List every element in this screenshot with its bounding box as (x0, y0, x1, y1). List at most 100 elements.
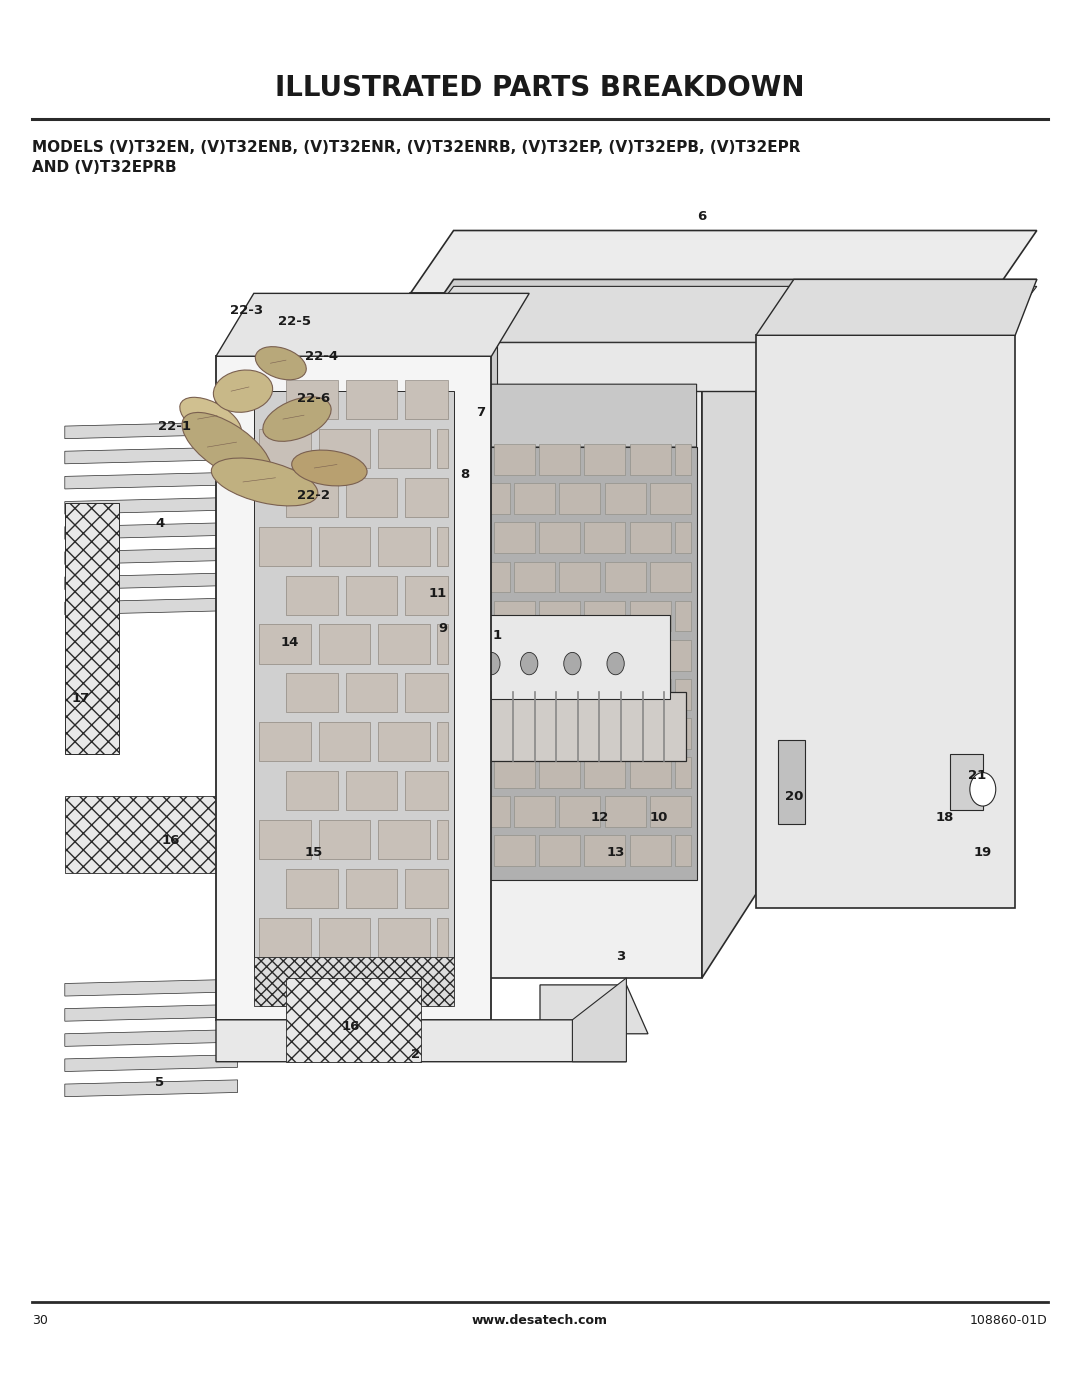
Polygon shape (448, 601, 489, 631)
Text: 21: 21 (969, 768, 986, 782)
Polygon shape (448, 835, 489, 866)
Polygon shape (605, 562, 646, 592)
Polygon shape (437, 429, 448, 468)
Text: 20: 20 (784, 789, 804, 803)
Polygon shape (584, 679, 625, 710)
Polygon shape (675, 679, 691, 710)
Polygon shape (514, 718, 555, 749)
Polygon shape (584, 835, 625, 866)
Polygon shape (448, 444, 489, 475)
Polygon shape (559, 640, 600, 671)
Text: 22-4: 22-4 (306, 349, 338, 363)
Text: 4: 4 (156, 517, 164, 531)
Polygon shape (470, 692, 686, 761)
Polygon shape (650, 718, 691, 749)
Polygon shape (259, 527, 311, 566)
Polygon shape (410, 342, 994, 391)
Text: 8: 8 (460, 468, 469, 482)
Polygon shape (437, 820, 448, 859)
Polygon shape (778, 740, 805, 824)
Text: www.desatech.com: www.desatech.com (472, 1313, 608, 1327)
Polygon shape (950, 754, 983, 810)
Polygon shape (410, 231, 1037, 293)
Text: 19: 19 (974, 845, 991, 859)
Polygon shape (650, 483, 691, 514)
Polygon shape (448, 757, 489, 788)
Polygon shape (443, 447, 697, 880)
Circle shape (483, 652, 500, 675)
Polygon shape (286, 771, 338, 810)
Polygon shape (65, 497, 238, 514)
Text: 16: 16 (341, 1020, 361, 1034)
Polygon shape (475, 307, 497, 531)
Text: 22-5: 22-5 (279, 314, 311, 328)
Polygon shape (346, 478, 397, 517)
Polygon shape (650, 640, 691, 671)
Polygon shape (259, 722, 311, 761)
Polygon shape (584, 522, 625, 553)
Polygon shape (319, 624, 370, 664)
Polygon shape (539, 757, 580, 788)
Polygon shape (65, 1030, 238, 1046)
Ellipse shape (183, 412, 271, 482)
Polygon shape (254, 957, 454, 1006)
Polygon shape (346, 576, 397, 615)
Polygon shape (437, 918, 448, 957)
Circle shape (970, 773, 996, 806)
Ellipse shape (255, 346, 307, 380)
Polygon shape (65, 522, 238, 539)
Text: 9: 9 (438, 622, 447, 636)
Polygon shape (405, 576, 448, 615)
Polygon shape (539, 522, 580, 553)
Polygon shape (514, 796, 555, 827)
Polygon shape (469, 562, 510, 592)
Polygon shape (469, 718, 510, 749)
Text: 30: 30 (32, 1313, 49, 1327)
Polygon shape (319, 918, 370, 957)
Polygon shape (65, 1055, 238, 1071)
Polygon shape (675, 444, 691, 475)
Ellipse shape (179, 397, 242, 441)
Polygon shape (437, 527, 448, 566)
Text: 22-3: 22-3 (230, 303, 262, 317)
Polygon shape (437, 624, 448, 664)
Polygon shape (539, 601, 580, 631)
Polygon shape (65, 548, 238, 564)
Polygon shape (405, 771, 448, 810)
Polygon shape (605, 483, 646, 514)
Polygon shape (702, 307, 756, 978)
Polygon shape (65, 598, 238, 615)
Polygon shape (410, 279, 1037, 342)
Text: 17: 17 (72, 692, 90, 705)
Polygon shape (410, 286, 1037, 342)
Text: 22-6: 22-6 (297, 391, 329, 405)
Polygon shape (605, 796, 646, 827)
Polygon shape (286, 869, 338, 908)
Polygon shape (559, 718, 600, 749)
Text: 5: 5 (156, 1076, 164, 1090)
Polygon shape (469, 483, 510, 514)
Polygon shape (540, 985, 648, 1034)
Polygon shape (65, 573, 238, 590)
Text: MODELS (V)T32EN, (V)T32ENB, (V)T32ENR, (V)T32ENRB, (V)T32EP, (V)T32EPB, (V)T32EP: MODELS (V)T32EN, (V)T32ENB, (V)T32ENR, (… (32, 140, 801, 175)
Polygon shape (65, 447, 238, 464)
Polygon shape (494, 601, 535, 631)
Polygon shape (410, 293, 994, 335)
Text: 13: 13 (606, 845, 625, 859)
Circle shape (607, 652, 624, 675)
Polygon shape (494, 522, 535, 553)
Text: 22-2: 22-2 (297, 489, 329, 503)
Text: 1: 1 (492, 629, 501, 643)
Polygon shape (494, 835, 535, 866)
Polygon shape (259, 918, 311, 957)
Text: 10: 10 (649, 810, 669, 824)
Polygon shape (448, 679, 489, 710)
Text: ILLUSTRATED PARTS BREAKDOWN: ILLUSTRATED PARTS BREAKDOWN (275, 74, 805, 102)
Polygon shape (559, 796, 600, 827)
Polygon shape (539, 679, 580, 710)
Polygon shape (405, 673, 448, 712)
Ellipse shape (214, 370, 272, 412)
Polygon shape (405, 869, 448, 908)
Polygon shape (630, 835, 671, 866)
Polygon shape (630, 679, 671, 710)
